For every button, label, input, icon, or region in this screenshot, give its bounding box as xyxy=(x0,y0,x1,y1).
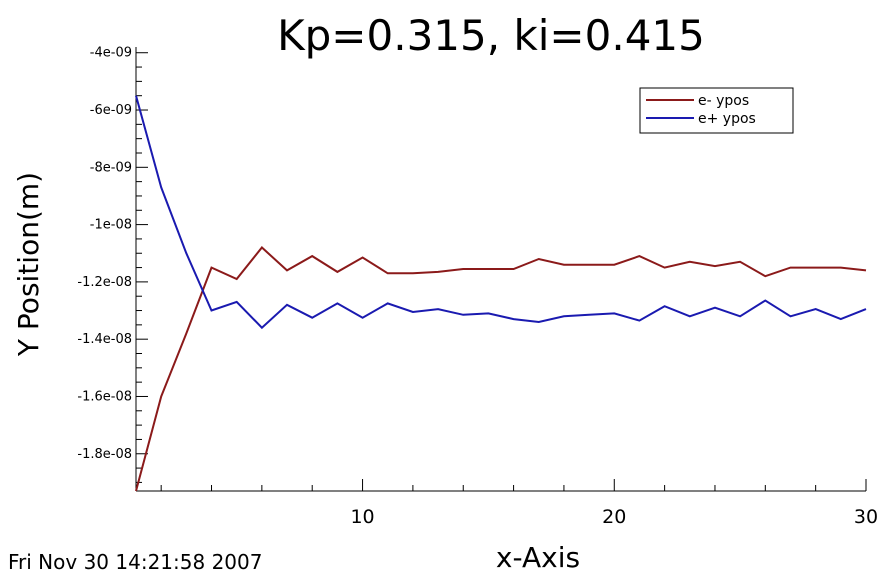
y-tick-label: -8e-09 xyxy=(90,160,132,175)
y-tick-label: -1.8e-08 xyxy=(77,447,132,462)
y-tick-label: -1.2e-08 xyxy=(77,275,132,290)
series-line-e-ypos xyxy=(135,246,867,492)
chart-title: Kp=0.315, ki=0.415 xyxy=(277,11,705,60)
ticks: -4e-09 -6e-09 -8e-09 -1e-08 -1.2e-08 -1.4e-08… xyxy=(77,46,878,528)
series-lines xyxy=(135,95,867,492)
legend-box xyxy=(639,87,794,134)
x-tick-label: 10 xyxy=(350,506,374,528)
y-tick-label: -6e-09 xyxy=(90,103,132,118)
axes xyxy=(135,47,866,492)
timestamp: Fri Nov 30 14:21:58 2007 xyxy=(8,550,262,574)
y-tick-label: -1e-08 xyxy=(90,218,132,233)
x-axis-label: x-Axis xyxy=(496,541,580,574)
y-tick-label: -4e-09 xyxy=(90,46,132,61)
legend-entry: e+ ypos xyxy=(698,111,756,127)
legend-entry: e- ypos xyxy=(698,93,749,109)
y-axis-label: Y Position(m) xyxy=(12,172,45,357)
y-tick-label: -1.4e-08 xyxy=(77,332,132,347)
legend: e- ypos e+ ypos xyxy=(639,87,794,134)
series-line-e-ypos xyxy=(135,95,867,330)
y-tick-label: -1.6e-08 xyxy=(77,389,132,404)
x-tick-label: 20 xyxy=(602,506,626,528)
x-tick-label: 30 xyxy=(854,506,878,528)
